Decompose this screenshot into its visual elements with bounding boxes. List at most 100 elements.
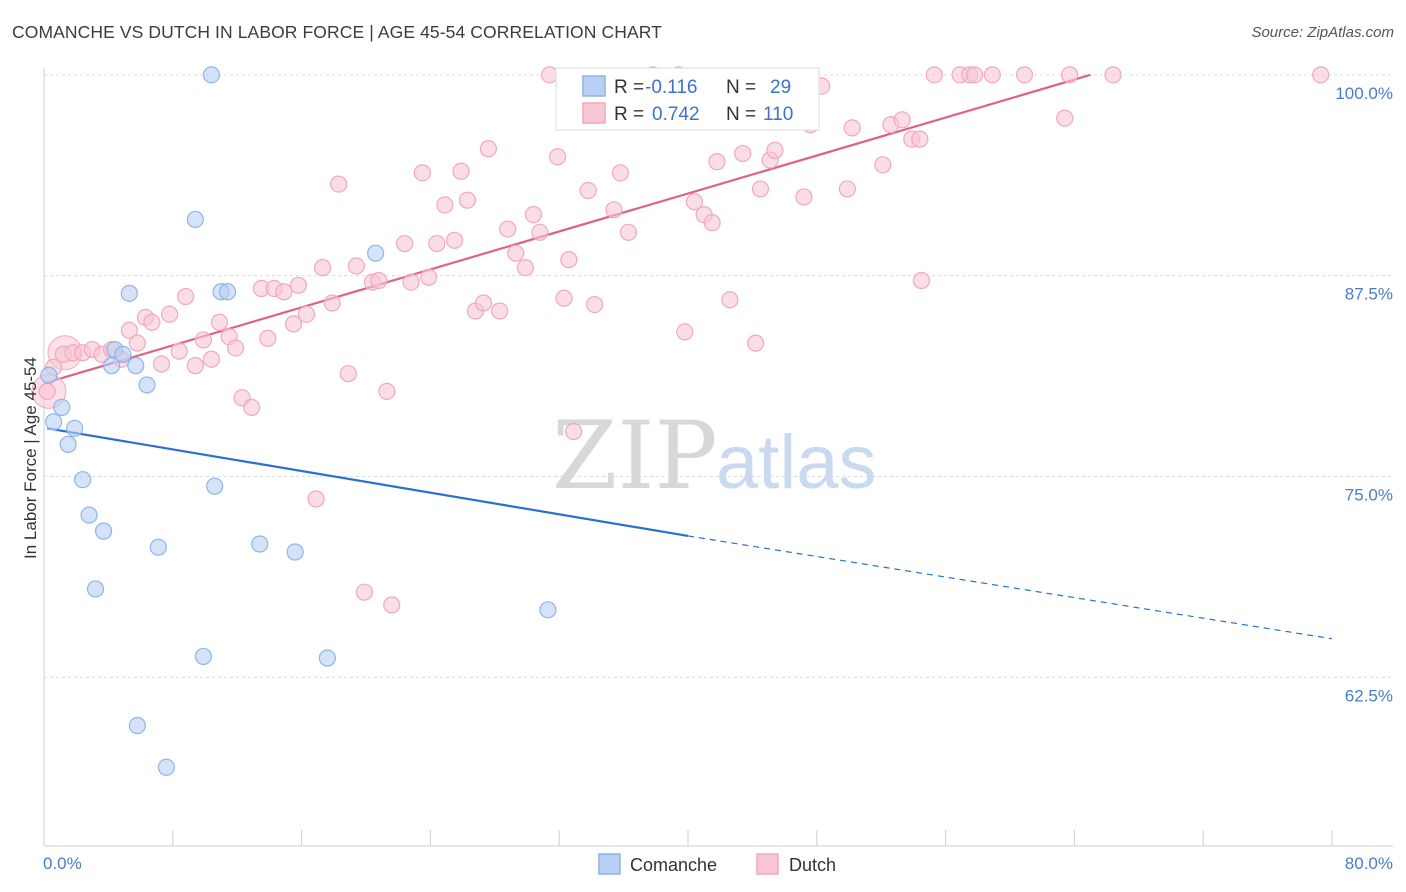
data-point <box>586 295 604 314</box>
legend-swatch-dutch <box>582 102 606 124</box>
data-point <box>445 231 464 249</box>
legend-n-label-2: N = <box>726 104 756 125</box>
data-point <box>795 188 813 206</box>
data-point <box>1056 109 1074 127</box>
data-point <box>436 196 454 214</box>
data-point <box>685 193 704 211</box>
data-point <box>152 355 171 373</box>
data-point <box>114 345 132 363</box>
data-point <box>1104 66 1122 84</box>
data-point <box>479 140 497 158</box>
watermark: ZIP atlas <box>552 402 877 511</box>
y-axis-title: In Labor Force | Age 45-54 <box>21 357 40 559</box>
data-point <box>721 291 739 309</box>
data-point <box>120 284 138 302</box>
data-point <box>65 419 84 437</box>
bottom-legend: Comanche Dutch <box>598 853 836 875</box>
data-point <box>874 156 892 174</box>
data-point <box>243 398 261 417</box>
data-point <box>251 535 269 553</box>
data-point <box>194 647 212 666</box>
data-point <box>428 234 446 253</box>
data-point <box>138 376 156 394</box>
data-point <box>210 313 229 331</box>
data-point <box>1015 66 1034 84</box>
data-point <box>539 601 557 619</box>
data-point <box>378 382 396 400</box>
data-point <box>703 214 721 232</box>
data-point <box>965 66 984 84</box>
bottom-legend-comanche: Comanche <box>630 855 717 875</box>
data-point <box>766 141 784 159</box>
data-point <box>1060 66 1079 84</box>
data-point <box>516 259 534 277</box>
data-point <box>383 596 401 614</box>
data-point <box>194 331 212 349</box>
data-point <box>339 365 357 383</box>
data-point <box>74 471 92 489</box>
legend-swatch-comanche <box>582 75 606 97</box>
data-point <box>202 350 221 368</box>
data-point <box>912 271 931 290</box>
data-point <box>676 323 694 341</box>
data-point <box>911 130 929 148</box>
legend-n-label-1: N = <box>726 77 756 98</box>
data-point <box>540 66 559 84</box>
data-point <box>560 251 578 269</box>
data-point <box>186 357 204 375</box>
trend-lines <box>43 73 1333 640</box>
data-point <box>103 357 121 375</box>
data-point <box>619 223 638 241</box>
data-point <box>708 153 726 171</box>
data-point <box>611 164 629 182</box>
data-point <box>925 66 943 84</box>
data-point <box>259 329 277 347</box>
data-point <box>80 506 98 524</box>
data-point <box>297 305 316 323</box>
data-point <box>1312 66 1330 84</box>
source-credit: Source: ZipAtlas.com <box>1251 24 1394 41</box>
data-point <box>128 716 146 735</box>
bottom-legend-dutch: Dutch <box>789 855 836 875</box>
y-tick-label: 75.0% <box>1345 485 1393 504</box>
data-point <box>565 422 583 441</box>
watermark-zip: ZIP <box>552 402 718 511</box>
data-point <box>734 144 752 163</box>
data-point <box>330 175 348 193</box>
data-point <box>420 268 438 286</box>
data-point <box>128 334 146 352</box>
legend-r-value-1: -0.116 <box>645 77 697 98</box>
data-point <box>218 283 237 301</box>
data-point <box>94 522 113 540</box>
data-point <box>186 210 204 229</box>
data-point <box>226 339 245 357</box>
data-point <box>127 357 145 375</box>
data-point <box>323 294 341 312</box>
data-point <box>474 294 493 312</box>
y-tick-labels: 100.0% 87.5% 75.0% 62.5% <box>1335 84 1393 705</box>
data-point <box>284 315 303 333</box>
data-point <box>347 257 365 275</box>
data-point <box>605 201 623 219</box>
data-point <box>747 334 765 352</box>
data-point <box>157 758 175 776</box>
data-point <box>170 342 188 360</box>
data-point <box>86 580 105 598</box>
data-point <box>367 244 385 262</box>
x-tick-label-max: 80.0% <box>1345 854 1393 873</box>
data-point <box>120 321 138 339</box>
data-point <box>275 283 293 301</box>
data-point <box>491 302 509 320</box>
data-point <box>202 66 221 84</box>
legend-box: R = -0.116 N = 29 R = 0.742 N = 110 <box>555 67 820 131</box>
data-point <box>507 244 525 262</box>
data-point <box>452 162 470 180</box>
data-point <box>751 180 770 198</box>
chart-title: COMANCHE VS DUTCH IN LABOR FORCE | AGE 4… <box>12 22 662 42</box>
data-point <box>289 276 307 294</box>
data-point <box>402 273 420 291</box>
trend-line-dutch <box>43 73 1091 385</box>
data-point <box>531 223 549 241</box>
legend-r-label-1: R = <box>614 77 644 98</box>
